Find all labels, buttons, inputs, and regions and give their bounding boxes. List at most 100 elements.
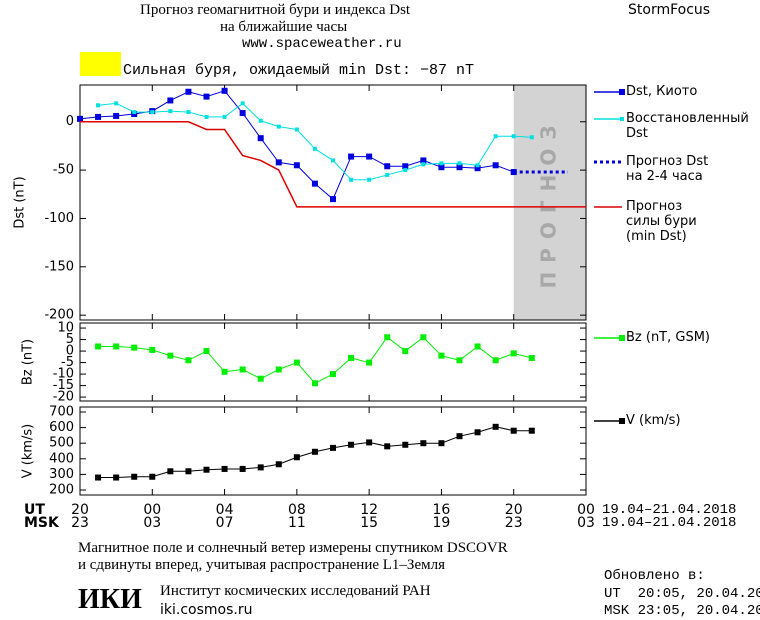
series-line — [98, 102, 532, 181]
point — [385, 172, 390, 177]
point — [276, 124, 281, 129]
point — [293, 359, 300, 366]
y-tick-label: -150 — [44, 259, 74, 274]
point — [348, 153, 355, 160]
y-tick-label: -50 — [53, 163, 74, 178]
legend-label: Восстановленный Dst — [626, 111, 749, 141]
y-axis-title: V (km/s) — [21, 424, 36, 479]
point — [511, 134, 516, 139]
logo: ИКИ — [78, 584, 142, 615]
point — [96, 103, 101, 108]
point — [528, 427, 535, 434]
point — [275, 461, 282, 468]
point — [257, 135, 264, 142]
point — [384, 334, 391, 341]
forecast-zone — [513, 85, 586, 320]
x-tick-label: 11 — [288, 515, 306, 531]
point — [438, 440, 445, 447]
x-tick-label: 04 — [216, 502, 234, 518]
legend-label: V (km/s) — [626, 413, 681, 428]
alert: Сильная буря, ожидаемый min Dst: −87 nT — [123, 62, 475, 79]
series-line — [98, 336, 532, 384]
y-tick-label: 200 — [49, 483, 74, 498]
point — [221, 87, 228, 94]
legend-swatch — [619, 89, 625, 95]
point — [312, 146, 317, 151]
x-tick-label: 16 — [433, 502, 451, 518]
point — [438, 352, 445, 359]
point — [366, 359, 373, 366]
point — [258, 118, 263, 123]
point — [113, 343, 120, 350]
point — [293, 162, 300, 169]
point — [167, 352, 174, 359]
point — [420, 334, 427, 341]
y-tick-label: -10 — [53, 367, 74, 382]
y-tick-label: 300 — [49, 467, 74, 482]
y-tick-label: -200 — [44, 308, 74, 323]
legend-swatch — [620, 117, 624, 121]
x-tick-label: 23 — [505, 515, 523, 531]
point — [330, 196, 336, 203]
y-tick-label: 0 — [66, 344, 74, 359]
point — [366, 439, 373, 446]
x-tick-label: 23 — [71, 515, 89, 531]
point — [474, 343, 481, 350]
point — [275, 159, 282, 166]
legend-label: Прогноз силы бури (min Dst) — [626, 199, 697, 244]
point — [203, 466, 210, 473]
ut-label: UT — [24, 502, 45, 518]
point — [311, 180, 318, 187]
y-tick-label: -5 — [61, 355, 74, 370]
updated: Обновлено в: — [604, 568, 705, 584]
point — [331, 158, 335, 163]
series-line — [80, 120, 586, 208]
point — [185, 357, 192, 364]
point — [367, 177, 372, 182]
point — [456, 433, 463, 440]
title: Прогноз геомагнитной бури и индекса Dst — [140, 2, 411, 18]
x-tick-label: 00 — [577, 502, 595, 518]
point — [474, 165, 481, 172]
plot-frame — [79, 322, 587, 402]
site: iki.cosmos.ru — [160, 602, 253, 618]
point — [149, 346, 156, 353]
point — [168, 109, 173, 114]
plot-frame — [79, 84, 587, 321]
point — [95, 113, 102, 120]
y-tick-label: 400 — [49, 451, 74, 466]
updated-msk: MSK 23:05, 20.04.2018 — [604, 603, 760, 619]
point — [492, 357, 499, 364]
x-tick-label: 03 — [143, 515, 161, 531]
point — [257, 464, 264, 471]
note: Магнитное поле и солнечный ветер измерен… — [78, 540, 508, 556]
point — [348, 441, 355, 448]
msk-label: MSK — [24, 515, 59, 531]
point — [186, 110, 191, 115]
x-tick-label: 20 — [71, 502, 89, 518]
x-tick-label: 12 — [360, 502, 378, 518]
point — [457, 161, 462, 166]
institute: Институт космических исследований РАН — [160, 583, 431, 599]
legend-swatch — [619, 335, 625, 341]
legend-swatch — [619, 418, 625, 424]
point — [257, 375, 264, 382]
point — [330, 444, 336, 451]
point — [492, 423, 499, 430]
point — [421, 162, 426, 167]
x-tick-label: 00 — [143, 502, 161, 518]
point — [113, 474, 120, 481]
point — [275, 366, 282, 373]
point — [402, 163, 409, 170]
point — [492, 162, 499, 169]
point — [403, 168, 408, 173]
point — [294, 127, 299, 132]
point — [330, 371, 336, 378]
point — [149, 473, 156, 480]
point — [95, 343, 102, 350]
point — [438, 164, 445, 171]
legend-label: Bz (nT, GSM) — [626, 330, 711, 345]
point — [402, 348, 409, 355]
point — [475, 163, 480, 168]
